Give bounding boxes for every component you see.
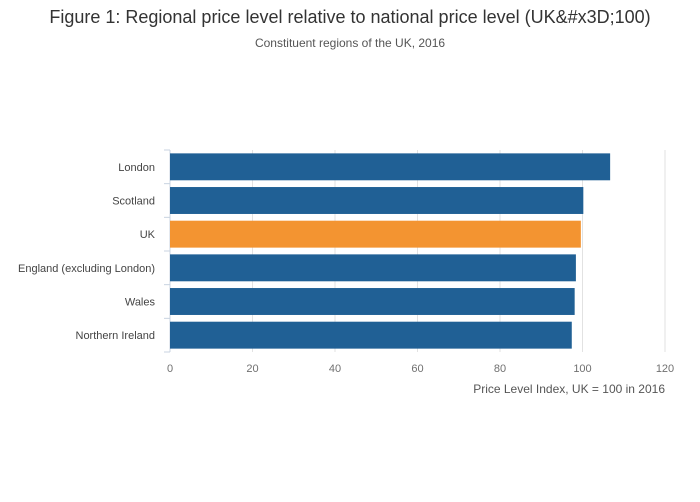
chart-title: Figure 1: Regional price level relative … bbox=[49, 7, 651, 27]
x-tick-label: 60 bbox=[411, 363, 423, 375]
bar bbox=[170, 288, 575, 315]
y-category-label: UK bbox=[140, 229, 156, 241]
y-category-label: London bbox=[118, 162, 155, 174]
x-tick-label: 0 bbox=[167, 363, 173, 375]
y-category-label: Scotland bbox=[112, 196, 155, 208]
bar bbox=[170, 187, 584, 214]
x-tick-label: 80 bbox=[494, 363, 506, 375]
bar bbox=[170, 254, 576, 282]
x-tick-label: 20 bbox=[246, 363, 258, 375]
y-category-label: Northern Ireland bbox=[76, 330, 156, 342]
x-axis-title: Price Level Index, UK = 100 in 2016 bbox=[473, 382, 665, 396]
bar bbox=[170, 321, 572, 349]
bar bbox=[170, 153, 611, 181]
y-category-label: Wales bbox=[125, 297, 156, 309]
x-tick-label: 40 bbox=[329, 363, 341, 375]
bar bbox=[170, 220, 581, 248]
x-tick-label: 100 bbox=[573, 363, 591, 375]
x-tick-label: 120 bbox=[656, 363, 674, 375]
chart-subtitle: Constituent regions of the UK, 2016 bbox=[254, 36, 446, 50]
y-category-label: England (excluding London) bbox=[18, 263, 155, 275]
